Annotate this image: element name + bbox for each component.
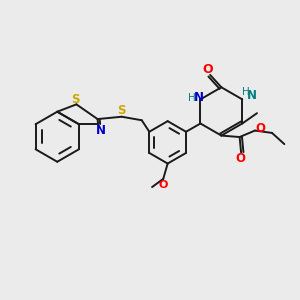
Text: H: H	[188, 93, 196, 103]
Text: N: N	[95, 124, 105, 137]
Text: N: N	[194, 92, 204, 104]
Text: N: N	[247, 89, 257, 102]
Text: O: O	[159, 180, 168, 190]
Text: S: S	[118, 104, 126, 117]
Text: H: H	[242, 87, 250, 97]
Text: O: O	[236, 152, 245, 165]
Text: O: O	[202, 63, 212, 76]
Text: O: O	[255, 122, 265, 135]
Text: S: S	[71, 93, 79, 106]
